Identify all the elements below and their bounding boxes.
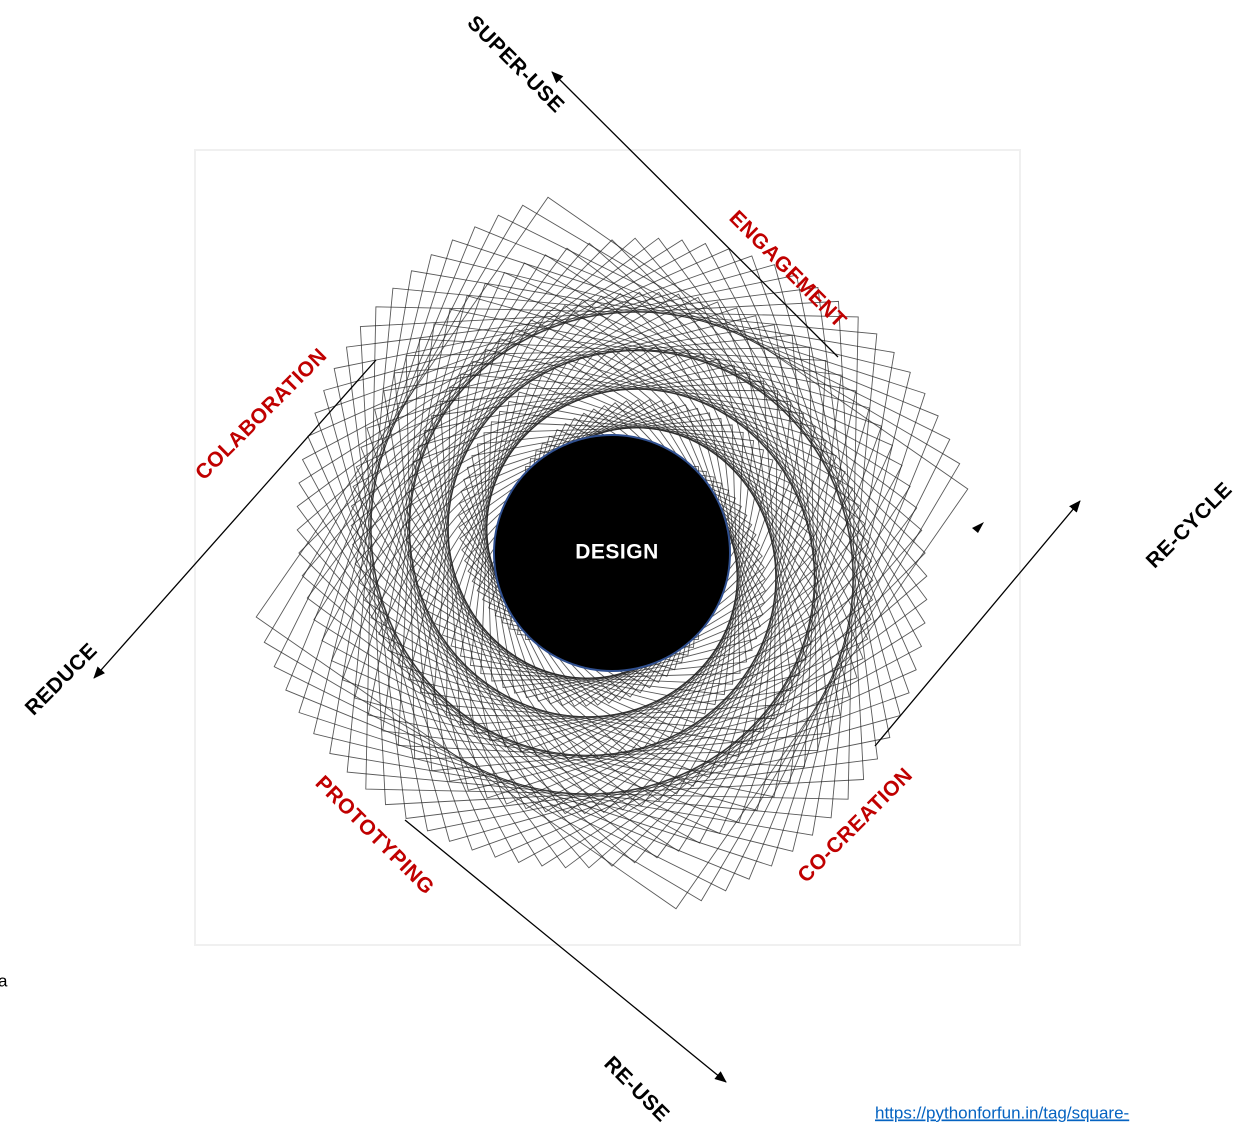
label-colaboration: COLABORATION xyxy=(191,344,332,485)
arrow-re-use xyxy=(405,820,726,1082)
label-super-use: SUPER-USE xyxy=(463,11,569,117)
label-re-use: RE-USE xyxy=(599,1052,674,1127)
diagram: DESIGN SUPER-USE ENGAGEMENT COLABORATION… xyxy=(0,0,1258,1128)
spiral-end-arrow xyxy=(972,522,984,533)
arrow-re-cycle xyxy=(875,501,1080,746)
label-re-cycle: RE-CYCLE xyxy=(1142,478,1237,573)
label-reduce: REDUCE xyxy=(21,639,102,720)
stray-text: a xyxy=(0,971,8,990)
arrow-reduce xyxy=(94,360,376,678)
source-link[interactable]: https://pythonforfun.in/tag/square- xyxy=(875,1103,1129,1122)
design-label: DESIGN xyxy=(575,541,659,564)
